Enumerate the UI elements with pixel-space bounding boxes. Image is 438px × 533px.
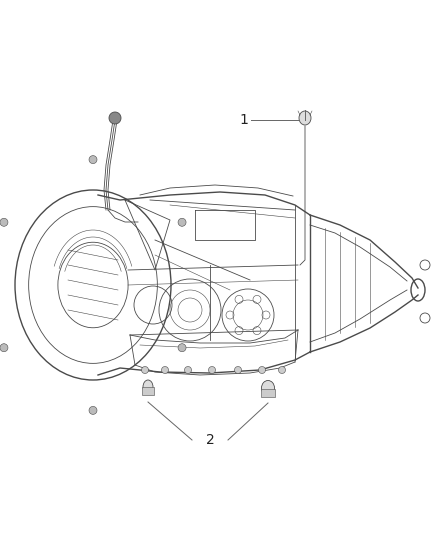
Ellipse shape: [143, 380, 153, 394]
Circle shape: [234, 367, 241, 374]
Circle shape: [258, 367, 265, 374]
Text: 2: 2: [205, 433, 214, 447]
Circle shape: [178, 344, 186, 352]
Circle shape: [0, 219, 8, 227]
Circle shape: [162, 367, 169, 374]
Circle shape: [89, 406, 97, 414]
Circle shape: [184, 367, 191, 374]
Circle shape: [109, 112, 121, 124]
Text: 1: 1: [239, 113, 248, 127]
Circle shape: [279, 367, 286, 374]
Circle shape: [178, 219, 186, 227]
Circle shape: [0, 344, 8, 352]
Ellipse shape: [299, 111, 311, 125]
Circle shape: [208, 367, 215, 374]
Circle shape: [141, 367, 148, 374]
Circle shape: [89, 156, 97, 164]
FancyBboxPatch shape: [142, 387, 154, 395]
FancyBboxPatch shape: [261, 389, 275, 397]
Ellipse shape: [261, 381, 275, 395]
